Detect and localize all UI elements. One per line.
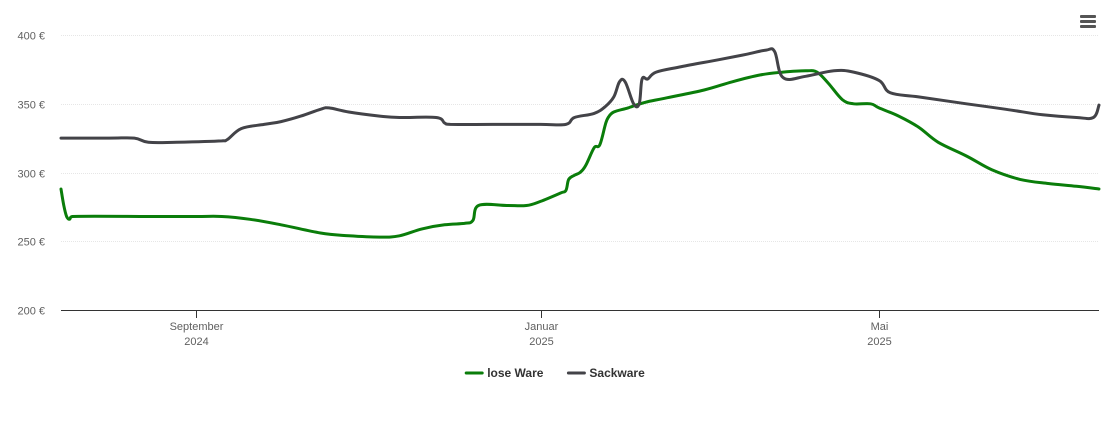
hamburger-menu-icon-bar: [1080, 20, 1096, 23]
y-tick-label: 200 €: [17, 306, 45, 318]
x-tick-label-month: Januar: [525, 321, 559, 333]
y-tick-label: 250 €: [17, 237, 45, 249]
x-tick-label-month: September: [170, 321, 224, 333]
hamburger-menu-icon: [1080, 15, 1096, 18]
x-axis: September 2024 Januar 2025 Mai 2025: [61, 310, 1099, 348]
legend-item-sackware[interactable]: Sackware: [566, 366, 645, 380]
legend-item-lose-ware[interactable]: lose Ware: [464, 366, 544, 380]
y-tick-label: 300 €: [17, 169, 45, 181]
legend[interactable]: lose Ware Sackware: [464, 366, 645, 380]
x-tick-label-month: Mai: [871, 321, 889, 333]
series-line-lose-ware[interactable]: [59, 69, 1101, 239]
series-lines: [59, 47, 1101, 239]
x-tick-label-year: 2025: [529, 336, 553, 348]
x-tick-label-year: 2024: [184, 336, 208, 348]
hamburger-menu-icon-bar: [1080, 25, 1096, 28]
chart-menu-button[interactable]: [1076, 10, 1100, 34]
y-axis: 200 € 250 € 300 € 350 € 400 €: [17, 31, 45, 318]
y-tick-label: 350 €: [17, 100, 45, 112]
x-tick-label-year: 2025: [867, 336, 891, 348]
y-tick-label: 400 €: [17, 31, 45, 43]
gridlines: [61, 35, 1099, 242]
legend-label: lose Ware: [487, 366, 544, 380]
series-line-sackware[interactable]: [59, 47, 1101, 145]
legend-label: Sackware: [589, 366, 645, 380]
